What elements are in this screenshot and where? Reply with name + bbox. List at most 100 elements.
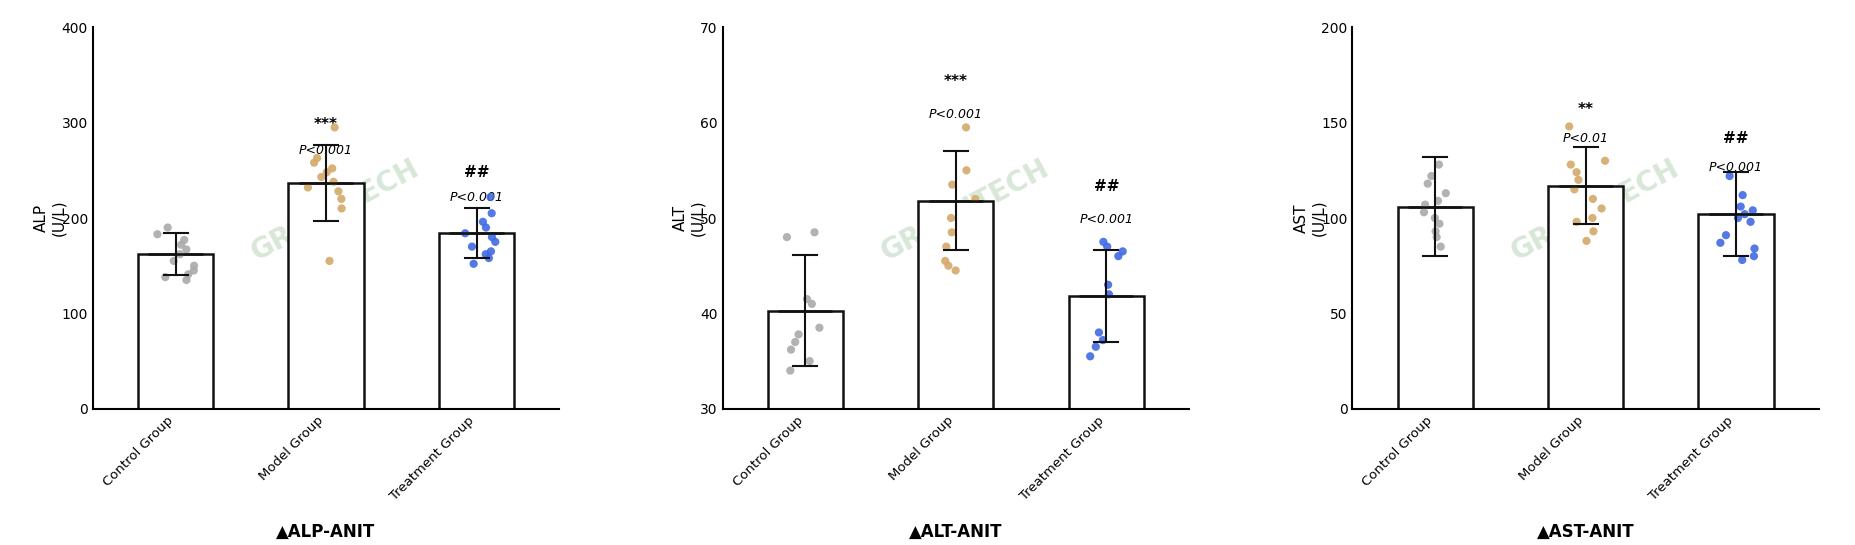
Bar (1547, 185, 1623, 409)
Point (152, 223, 182, 232)
Point (480, 238, 510, 246)
Point (1425, 219, 1454, 228)
Point (794, 356, 824, 365)
Point (803, 323, 833, 332)
Point (299, 158, 328, 167)
Point (180, 261, 210, 270)
Point (1087, 238, 1117, 246)
Point (326, 195, 356, 203)
Point (952, 166, 981, 174)
Point (171, 276, 200, 284)
Point (312, 168, 341, 177)
Text: ▲ALT-ANIT: ▲ALT-ANIT (909, 523, 1002, 541)
Point (143, 230, 173, 239)
Point (1736, 206, 1766, 215)
Point (1423, 196, 1452, 205)
Point (1093, 242, 1122, 251)
Text: P<0.001: P<0.001 (299, 143, 352, 156)
Text: ##: ## (1093, 179, 1119, 194)
Y-axis label: ALT
(U/L): ALT (U/L) (672, 199, 705, 237)
Point (477, 247, 506, 256)
Point (1410, 201, 1439, 209)
Point (477, 209, 506, 217)
Point (467, 217, 497, 226)
Point (160, 257, 189, 265)
Point (293, 183, 323, 192)
Point (1710, 231, 1740, 240)
Point (456, 242, 486, 251)
Point (950, 123, 979, 132)
Text: P<0.001: P<0.001 (1080, 213, 1133, 226)
Point (1080, 342, 1109, 351)
Point (1083, 328, 1113, 337)
Point (1074, 352, 1104, 361)
Point (937, 228, 966, 237)
Point (792, 295, 822, 304)
Text: GREENTECH: GREENTECH (247, 154, 425, 267)
Point (1412, 179, 1441, 188)
Point (1408, 208, 1438, 217)
Bar (137, 254, 213, 409)
Point (796, 300, 825, 308)
Y-axis label: ALP
(U/L): ALP (U/L) (33, 199, 67, 237)
Point (1430, 189, 1460, 197)
Point (1421, 233, 1451, 241)
Point (326, 204, 356, 213)
Point (1419, 214, 1449, 222)
Point (171, 245, 200, 254)
Point (319, 177, 349, 186)
Point (1727, 256, 1757, 264)
Point (1577, 195, 1606, 203)
Point (178, 266, 208, 275)
Point (165, 250, 195, 259)
Point (302, 154, 332, 162)
Bar (1397, 207, 1473, 409)
Point (317, 164, 347, 173)
Text: ***: *** (313, 117, 338, 132)
Point (323, 187, 352, 196)
Point (306, 173, 336, 181)
Point (471, 250, 501, 259)
Bar (438, 233, 514, 409)
Point (1705, 239, 1734, 247)
Text: P<0.001: P<0.001 (1708, 161, 1762, 174)
Point (937, 180, 966, 189)
Point (319, 123, 349, 132)
Point (1738, 244, 1768, 253)
Point (959, 195, 989, 203)
Point (1727, 191, 1757, 199)
Point (1714, 172, 1744, 180)
Point (929, 257, 959, 265)
Text: GREENTECH: GREENTECH (876, 154, 1054, 267)
Point (1738, 252, 1768, 261)
Point (1104, 252, 1133, 261)
Text: P<0.001: P<0.001 (449, 191, 503, 204)
Point (173, 270, 202, 278)
Point (783, 330, 812, 338)
Point (1560, 168, 1590, 177)
Text: ##: ## (1723, 130, 1747, 146)
Point (1729, 210, 1759, 219)
Text: GREENTECH: GREENTECH (1506, 154, 1682, 267)
Bar (918, 201, 992, 409)
Point (315, 257, 345, 265)
Point (458, 259, 488, 268)
Point (800, 228, 829, 237)
Point (1107, 247, 1137, 256)
Point (935, 214, 965, 222)
Text: **: ** (1577, 102, 1593, 117)
Point (775, 366, 805, 375)
Text: ▲ALP-ANIT: ▲ALP-ANIT (276, 523, 375, 541)
Point (471, 223, 501, 232)
Point (1590, 156, 1619, 165)
Point (1093, 280, 1122, 289)
Text: P<0.01: P<0.01 (1562, 132, 1608, 145)
Point (477, 233, 506, 241)
Point (1560, 217, 1590, 226)
Point (1586, 204, 1616, 213)
Text: ***: *** (944, 74, 966, 89)
Point (1553, 122, 1582, 131)
Point (1554, 160, 1584, 169)
Point (1721, 214, 1751, 222)
Point (150, 272, 180, 281)
